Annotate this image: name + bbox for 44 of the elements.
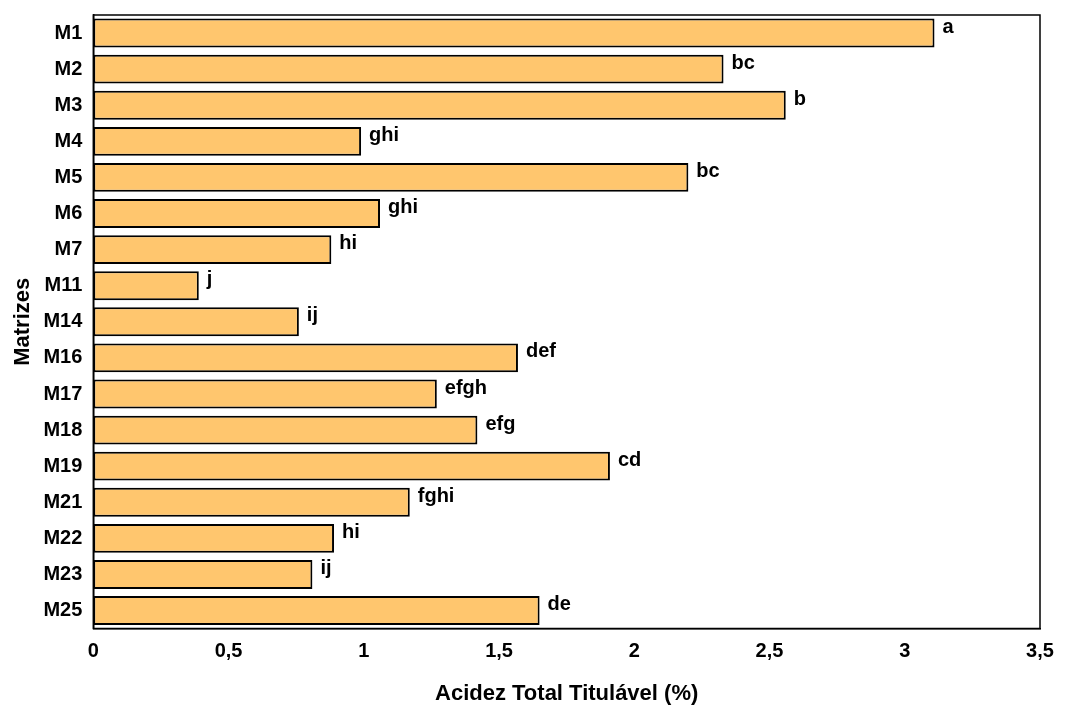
x-tick-label: 2,5: [755, 639, 784, 662]
data-label: a: [942, 14, 955, 37]
y-tick-label: M21: [43, 489, 83, 512]
data-label: ij: [320, 555, 332, 578]
y-tick-label: M19: [43, 453, 83, 476]
x-tick-label: 3: [899, 639, 911, 662]
data-label: efgh: [444, 375, 488, 398]
data-label: hi: [342, 519, 360, 542]
x-tick-label: 1: [358, 639, 370, 662]
data-label: ghi: [369, 122, 400, 145]
data-label: b: [793, 86, 806, 109]
data-label: hi: [339, 231, 358, 254]
y-axis-title: Matrizes: [9, 277, 35, 366]
y-tick-label: M1: [54, 20, 83, 43]
data-label: fghi: [417, 483, 455, 506]
y-tick-label: M23: [43, 561, 83, 584]
data-label: def: [525, 339, 557, 362]
x-tick-label: 3,5: [1026, 639, 1054, 662]
data-label: cd: [617, 447, 642, 470]
y-tick-label: M4: [54, 128, 84, 151]
data-label: ij: [306, 303, 318, 326]
y-tick-label: M22: [43, 525, 83, 548]
x-tick-label: 1,5: [485, 639, 513, 662]
x-axis-title: Acidez Total Titulável (%): [435, 679, 699, 705]
data-label: j: [205, 267, 213, 290]
data-label: bc: [696, 158, 720, 181]
y-tick-label: M18: [43, 417, 83, 440]
y-tick-label: M5: [54, 164, 83, 187]
data-label: ghi: [388, 195, 419, 218]
y-tick-label: M17: [43, 381, 83, 404]
x-tick-label: 2: [628, 639, 640, 662]
data-label: de: [547, 592, 571, 615]
y-tick-label: M3: [54, 92, 83, 115]
y-tick-label: M16: [43, 345, 83, 368]
data-label: efg: [485, 411, 516, 434]
x-tick-label: 0,5: [214, 639, 243, 662]
y-tick-label: M14: [43, 309, 84, 332]
y-tick-label: M6: [54, 201, 83, 224]
y-tick-label: M11: [44, 273, 83, 296]
x-tick-label: 0: [87, 639, 99, 662]
y-tick-label: M7: [54, 237, 83, 260]
y-tick-label: M25: [43, 598, 83, 621]
data-label: bc: [731, 50, 755, 73]
y-tick-label: M2: [54, 56, 83, 79]
